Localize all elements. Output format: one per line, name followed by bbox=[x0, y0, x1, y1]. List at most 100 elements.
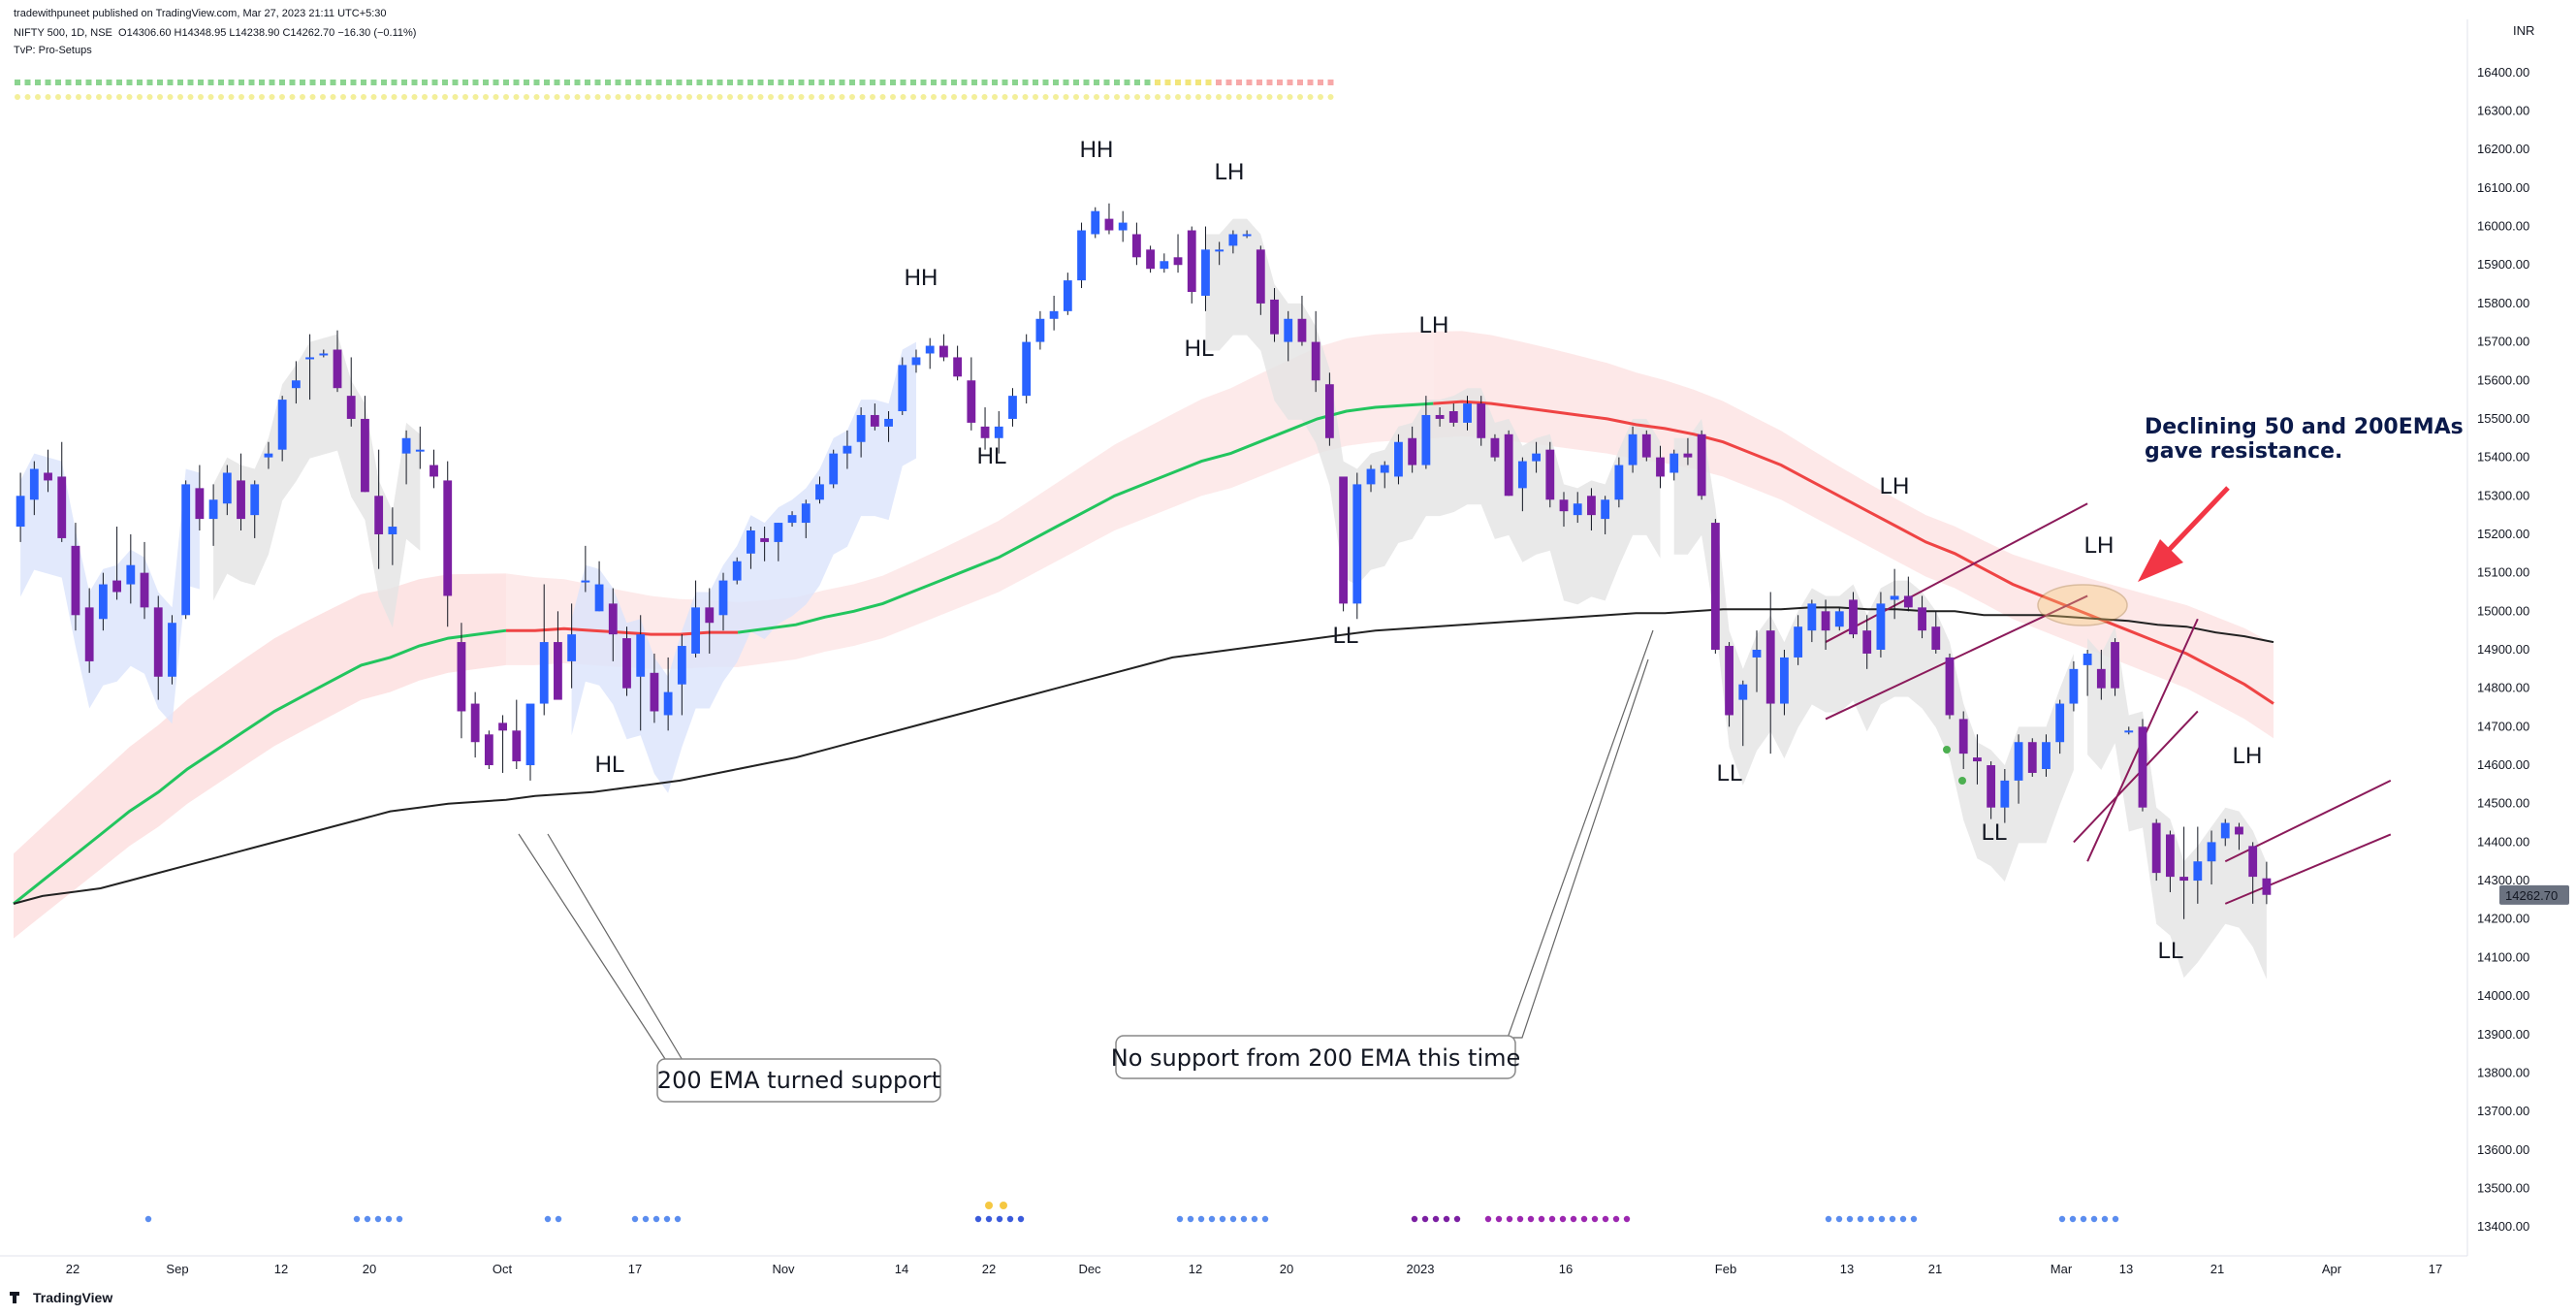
signal-square bbox=[981, 80, 988, 85]
signal-square bbox=[177, 80, 183, 85]
signal-square bbox=[1327, 80, 1334, 85]
indicator-name[interactable]: TvP: Pro-Setups bbox=[14, 45, 92, 56]
time-tick-label: Oct bbox=[493, 1262, 513, 1276]
signal-dot bbox=[1053, 94, 1059, 100]
signal-dot bbox=[1103, 94, 1110, 100]
signal-dot bbox=[1022, 94, 1029, 100]
price-tick-label: 14800.00 bbox=[2477, 681, 2529, 695]
candle-body bbox=[1752, 650, 1762, 658]
arrow-head bbox=[2138, 539, 2183, 582]
candle-body bbox=[2055, 703, 2065, 743]
swing-label: HL bbox=[595, 752, 625, 778]
candle-body bbox=[760, 537, 770, 542]
candle-body bbox=[112, 580, 122, 593]
signal-dot bbox=[452, 94, 459, 100]
price-tick-label: 15000.00 bbox=[2477, 603, 2529, 618]
signal-square bbox=[483, 80, 489, 85]
callout-no-support-text: No support from 200 EMA this time bbox=[1111, 1044, 1521, 1072]
bottom-signal-dot bbox=[1432, 1215, 1440, 1223]
price-tick-label: 13500.00 bbox=[2477, 1180, 2529, 1195]
signal-dot bbox=[594, 94, 601, 100]
bottom-signal-dot bbox=[1889, 1215, 1896, 1223]
signal-dot bbox=[1297, 94, 1303, 100]
ema-cloud-blue bbox=[571, 341, 916, 793]
candle-body bbox=[470, 703, 480, 743]
candle-body bbox=[319, 353, 329, 356]
candle-body bbox=[1794, 626, 1803, 658]
candle-body bbox=[1821, 611, 1830, 631]
signal-dot bbox=[126, 94, 133, 100]
footer-brand: TradingView bbox=[33, 1290, 113, 1305]
candle-body bbox=[1890, 595, 1899, 600]
signal-dot bbox=[564, 94, 570, 100]
price-tick-label: 14500.00 bbox=[2477, 796, 2529, 811]
candle-body bbox=[718, 580, 728, 616]
signal-dot bbox=[116, 94, 122, 100]
candle-body bbox=[554, 642, 562, 700]
signal-square bbox=[809, 80, 814, 85]
candle-body bbox=[953, 357, 963, 377]
candle-body bbox=[898, 365, 907, 411]
swing-label: LH bbox=[1419, 312, 1449, 338]
callout-box bbox=[656, 1058, 941, 1103]
signal-dot bbox=[431, 94, 438, 100]
signal-dot bbox=[1094, 94, 1099, 100]
swing-label: LL bbox=[2158, 938, 2184, 964]
signal-square bbox=[96, 80, 102, 85]
signal-square bbox=[503, 80, 509, 85]
candle-body bbox=[774, 523, 783, 542]
signal-square bbox=[269, 80, 275, 85]
callout-pointer bbox=[518, 833, 685, 1063]
signal-dot bbox=[1083, 94, 1090, 100]
time-tick-label: Apr bbox=[2322, 1262, 2342, 1276]
time-tick-label: 17 bbox=[628, 1262, 642, 1276]
signal-dot bbox=[870, 94, 875, 100]
signal-square bbox=[594, 80, 601, 85]
swing-label: LH bbox=[1215, 159, 1245, 185]
price-tick-label: 13400.00 bbox=[2477, 1219, 2529, 1234]
bottom-signal-dot bbox=[1251, 1215, 1258, 1223]
price-tick-label: 16200.00 bbox=[2477, 142, 2529, 156]
candle-body bbox=[1862, 630, 1872, 654]
candle-body bbox=[1146, 249, 1156, 270]
bottom-signal-dot bbox=[2080, 1215, 2087, 1223]
signal-dot bbox=[737, 94, 744, 100]
bottom-signal-dot bbox=[1176, 1215, 1184, 1223]
swing-label: HH bbox=[905, 265, 938, 291]
signal-dot bbox=[533, 94, 540, 100]
time-tick-label: 2023 bbox=[1407, 1262, 1435, 1276]
signal-dot bbox=[1144, 94, 1151, 100]
signal-square bbox=[442, 80, 448, 85]
candle-body bbox=[1256, 249, 1265, 304]
signal-dot bbox=[239, 94, 244, 100]
candle-body bbox=[747, 530, 755, 554]
signal-square bbox=[1094, 80, 1099, 85]
signal-dot bbox=[981, 94, 988, 100]
candle-body bbox=[636, 634, 646, 677]
tradingview-logo-icon bbox=[10, 1292, 27, 1303]
signal-dot bbox=[207, 94, 214, 100]
time-tick-label: Dec bbox=[1078, 1262, 1101, 1276]
signal-dot bbox=[1063, 94, 1069, 100]
signal-square bbox=[524, 80, 529, 85]
price-tick-label: 15700.00 bbox=[2477, 335, 2529, 349]
signal-dot bbox=[574, 94, 581, 100]
candle-body bbox=[856, 414, 866, 442]
signal-square bbox=[1022, 80, 1029, 85]
bottom-signal-dot bbox=[652, 1215, 660, 1223]
callout-pointer bbox=[1507, 629, 1654, 1039]
candle-body bbox=[1187, 230, 1196, 292]
candle-body bbox=[2096, 668, 2106, 689]
signal-square bbox=[768, 80, 774, 85]
bottom-signal-dot bbox=[631, 1215, 639, 1223]
candle-body bbox=[594, 584, 604, 612]
signal-dot bbox=[686, 94, 692, 100]
signal-square bbox=[818, 80, 825, 85]
signal-dot bbox=[340, 94, 346, 100]
signal-square bbox=[279, 80, 285, 85]
candle-body bbox=[870, 414, 879, 427]
candle-body bbox=[277, 400, 287, 450]
candle-body bbox=[374, 496, 384, 534]
symbol-name[interactable]: NIFTY 500, 1D, NSE bbox=[14, 27, 112, 39]
